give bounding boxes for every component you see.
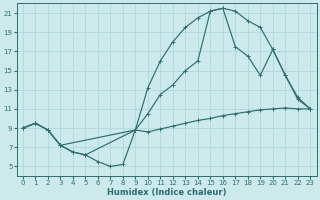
X-axis label: Humidex (Indice chaleur): Humidex (Indice chaleur) xyxy=(107,188,226,197)
